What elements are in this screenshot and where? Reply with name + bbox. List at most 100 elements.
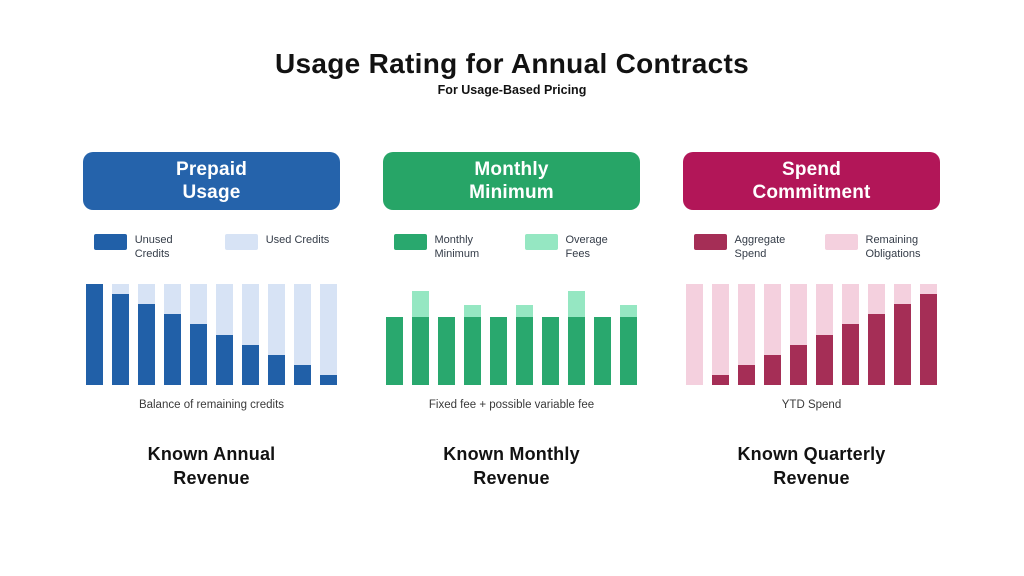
bar-segment-used-credits bbox=[242, 284, 259, 345]
stacked-bar bbox=[490, 284, 507, 385]
stacked-bar bbox=[542, 284, 559, 385]
legend-label: Remaining Obligations bbox=[865, 234, 921, 261]
stacked-bar bbox=[712, 284, 729, 385]
stacked-bar bbox=[164, 284, 181, 385]
bar-segment-unused-credits bbox=[138, 304, 155, 385]
bar-segment-aggregate-spend bbox=[868, 314, 885, 385]
bar-segment-monthly-minimum bbox=[516, 317, 533, 385]
stacked-bar bbox=[842, 284, 859, 385]
stacked-bar-chart-monthly-minimum bbox=[386, 284, 637, 385]
legend-item: Remaining Obligations bbox=[824, 233, 930, 262]
stacked-bar bbox=[594, 284, 611, 385]
bar-segment-aggregate-spend bbox=[842, 324, 859, 385]
panel-header-line: Prepaid bbox=[175, 158, 248, 180]
panel-header-line: Spend bbox=[781, 158, 842, 180]
bar-segment-overage-fees bbox=[620, 305, 637, 318]
stacked-bar bbox=[568, 284, 585, 385]
stacked-bar bbox=[764, 284, 781, 385]
stacked-bar bbox=[190, 284, 207, 385]
bar-segment-overage-fees bbox=[412, 291, 429, 318]
bar-segment-aggregate-spend bbox=[920, 294, 937, 385]
legend-item: Monthly Minimum bbox=[393, 233, 499, 262]
panel-monthly-minimum: Monthly Minimum Monthly Minimum Overage … bbox=[383, 152, 640, 491]
stacked-bar bbox=[242, 284, 259, 385]
panel-footer-line: Known Quarterly bbox=[737, 444, 886, 464]
legend-swatch bbox=[93, 234, 127, 250]
legend-label: Aggregate Spend bbox=[734, 234, 786, 261]
legend-swatch bbox=[824, 234, 858, 250]
panel-footer-line: Revenue bbox=[473, 468, 550, 489]
bar-segment-used-credits bbox=[138, 284, 155, 305]
bar-segment-remaining-obligations bbox=[712, 284, 729, 375]
bar-segment-overage-fees bbox=[464, 305, 481, 318]
bar-segment-used-credits bbox=[216, 284, 233, 335]
bar-segment-remaining-obligations bbox=[764, 284, 781, 355]
legend-label: Unused Credits bbox=[134, 234, 173, 261]
stacked-bar bbox=[438, 284, 455, 385]
legend-item: Overage Fees bbox=[524, 233, 630, 262]
bar-segment-aggregate-spend bbox=[816, 334, 833, 385]
panel-header-spend-commitment: Spend Commitment bbox=[683, 152, 940, 210]
bar-segment-remaining-obligations bbox=[868, 284, 885, 315]
bar-segment-aggregate-spend bbox=[712, 374, 729, 385]
panel-footer-line: Known Annual bbox=[147, 444, 276, 464]
stacked-bar bbox=[686, 284, 703, 385]
legend: Monthly Minimum Overage Fees bbox=[393, 233, 630, 267]
bar-segment-unused-credits bbox=[164, 314, 181, 385]
legend-item: Unused Credits bbox=[93, 233, 199, 262]
stacked-bar bbox=[268, 284, 285, 385]
bar-segment-used-credits bbox=[164, 284, 181, 315]
panel-prepaid-usage: Prepaid Usage Unused Credits Used Credit… bbox=[83, 152, 340, 491]
legend-item: Used Credits bbox=[224, 233, 329, 250]
bar-segment-remaining-obligations bbox=[842, 284, 859, 325]
legend-swatch bbox=[524, 234, 558, 250]
bar-segment-unused-credits bbox=[216, 334, 233, 385]
bar-segment-used-credits bbox=[112, 284, 129, 295]
bar-segment-unused-credits bbox=[86, 284, 103, 385]
bar-segment-aggregate-spend bbox=[790, 344, 807, 385]
bar-segment-aggregate-spend bbox=[764, 354, 781, 385]
panel-header-line: Minimum bbox=[469, 182, 554, 203]
bar-segment-remaining-obligations bbox=[816, 284, 833, 335]
panel-header-line: Usage bbox=[182, 182, 241, 203]
panel-header-monthly-minimum: Monthly Minimum bbox=[383, 152, 640, 210]
stacked-bar bbox=[894, 284, 911, 385]
panel-header-line: Monthly bbox=[474, 158, 549, 180]
panel-footer-line: Revenue bbox=[173, 468, 250, 489]
legend-item: Aggregate Spend bbox=[693, 233, 799, 262]
stacked-bar bbox=[294, 284, 311, 385]
stacked-bar bbox=[790, 284, 807, 385]
panel-footer-line: Revenue bbox=[773, 468, 850, 489]
bar-segment-monthly-minimum bbox=[594, 317, 611, 385]
chart-caption: Balance of remaining credits bbox=[138, 399, 285, 411]
bar-segment-used-credits bbox=[268, 284, 285, 355]
stacked-bar bbox=[738, 284, 755, 385]
bar-segment-used-credits bbox=[190, 284, 207, 325]
panel-header-line: Commitment bbox=[752, 182, 871, 203]
panels-row: Prepaid Usage Unused Credits Used Credit… bbox=[83, 152, 941, 491]
bar-segment-monthly-minimum bbox=[464, 317, 481, 385]
stacked-bar bbox=[138, 284, 155, 385]
stacked-bar bbox=[112, 284, 129, 385]
stacked-bar bbox=[464, 284, 481, 385]
bar-segment-monthly-minimum bbox=[412, 317, 429, 385]
bar-segment-unused-credits bbox=[242, 344, 259, 385]
panel-footer-title: Known Annual Revenue bbox=[148, 442, 276, 491]
bar-segment-remaining-obligations bbox=[920, 284, 937, 295]
bar-segment-remaining-obligations bbox=[790, 284, 807, 345]
bar-segment-monthly-minimum bbox=[386, 317, 403, 385]
bar-segment-unused-credits bbox=[268, 354, 285, 385]
bar-segment-used-credits bbox=[294, 284, 311, 365]
legend-swatch bbox=[224, 234, 258, 250]
bar-segment-unused-credits bbox=[112, 294, 129, 385]
page-subtitle: For Usage-Based Pricing bbox=[437, 83, 587, 97]
stacked-bar bbox=[920, 284, 937, 385]
stacked-bar bbox=[86, 284, 103, 385]
panel-header-prepaid-usage: Prepaid Usage bbox=[83, 152, 340, 210]
bar-segment-unused-credits bbox=[190, 324, 207, 385]
panel-spend-commitment: Spend Commitment Aggregate Spend Remaini… bbox=[683, 152, 940, 491]
legend-swatch bbox=[393, 234, 427, 250]
bar-segment-overage-fees bbox=[568, 291, 585, 318]
chart-caption: YTD Spend bbox=[781, 399, 842, 411]
